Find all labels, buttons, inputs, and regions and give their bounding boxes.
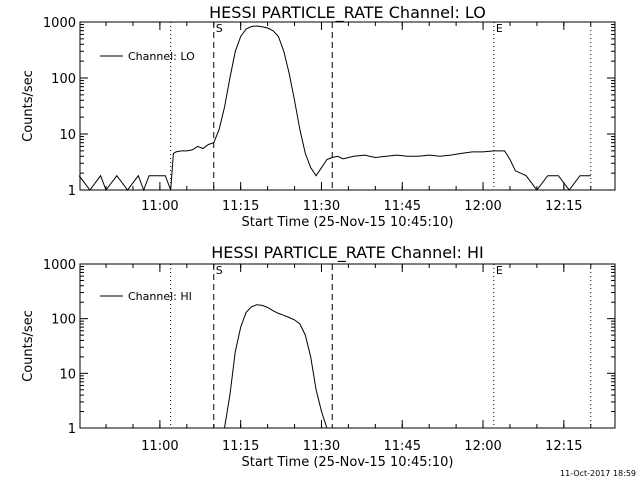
marker-label: S xyxy=(216,22,223,35)
x-tick-label: 12:15 xyxy=(545,439,582,454)
y-axis-label-hi: Counts/sec xyxy=(21,310,36,382)
x-tick-label: 11:30 xyxy=(303,199,340,214)
plot-frame-lo xyxy=(79,21,616,191)
x-tick-label: 11:00 xyxy=(141,199,178,214)
plot-frame-hi xyxy=(79,263,616,429)
chart-title-hi: HESSI PARTICLE_RATE Channel: HI xyxy=(211,243,484,263)
x-tick-label: 12:15 xyxy=(545,199,582,214)
y-axis-label-lo: Counts/sec xyxy=(21,70,36,142)
y-tick-label: 1000 xyxy=(43,258,76,273)
data-series-line-lo xyxy=(78,25,591,192)
hi-channel-panel: HESSI PARTICLE_RATE Channel: HI Start Ti… xyxy=(21,243,616,470)
y-tick-label: 1 xyxy=(68,184,76,199)
chart-title-lo: HESSI PARTICLE_RATE Channel: LO xyxy=(209,3,486,23)
lo-channel-panel: HESSI PARTICLE_RATE Channel: LO Start Ti… xyxy=(21,3,616,230)
marker-label: E xyxy=(496,264,503,277)
y-tick-label: 10 xyxy=(59,367,76,382)
x-axis-label-lo: Start Time (25-Nov-15 10:45:10) xyxy=(242,215,454,230)
marker-label: E xyxy=(496,22,503,35)
x-tick-label: 11:45 xyxy=(384,199,421,214)
y-tick-label: 100 xyxy=(51,72,76,87)
x-tick-label: 11:15 xyxy=(222,439,259,454)
x-tick-label: 11:30 xyxy=(303,439,340,454)
y-tick-label: 10 xyxy=(59,128,76,143)
x-tick-label: 12:00 xyxy=(464,439,501,454)
legend-label-hi: Channel: HI xyxy=(128,290,192,303)
x-tick-label: 11:45 xyxy=(384,439,421,454)
legend-label-lo: Channel: LO xyxy=(128,50,195,63)
x-axis-label-hi: Start Time (25-Nov-15 10:45:10) xyxy=(242,455,454,470)
y-tick-label: 1000 xyxy=(43,16,76,31)
y-tick-label: 100 xyxy=(51,313,76,328)
data-series-line-hi xyxy=(224,304,328,429)
x-tick-label: 11:15 xyxy=(222,199,259,214)
x-tick-label: 12:00 xyxy=(464,199,501,214)
y-tick-label: 1 xyxy=(68,422,76,437)
x-tick-label: 11:00 xyxy=(141,439,178,454)
generation-timestamp: 11-Oct-2017 18:59 xyxy=(560,469,636,478)
marker-label: S xyxy=(216,264,223,277)
